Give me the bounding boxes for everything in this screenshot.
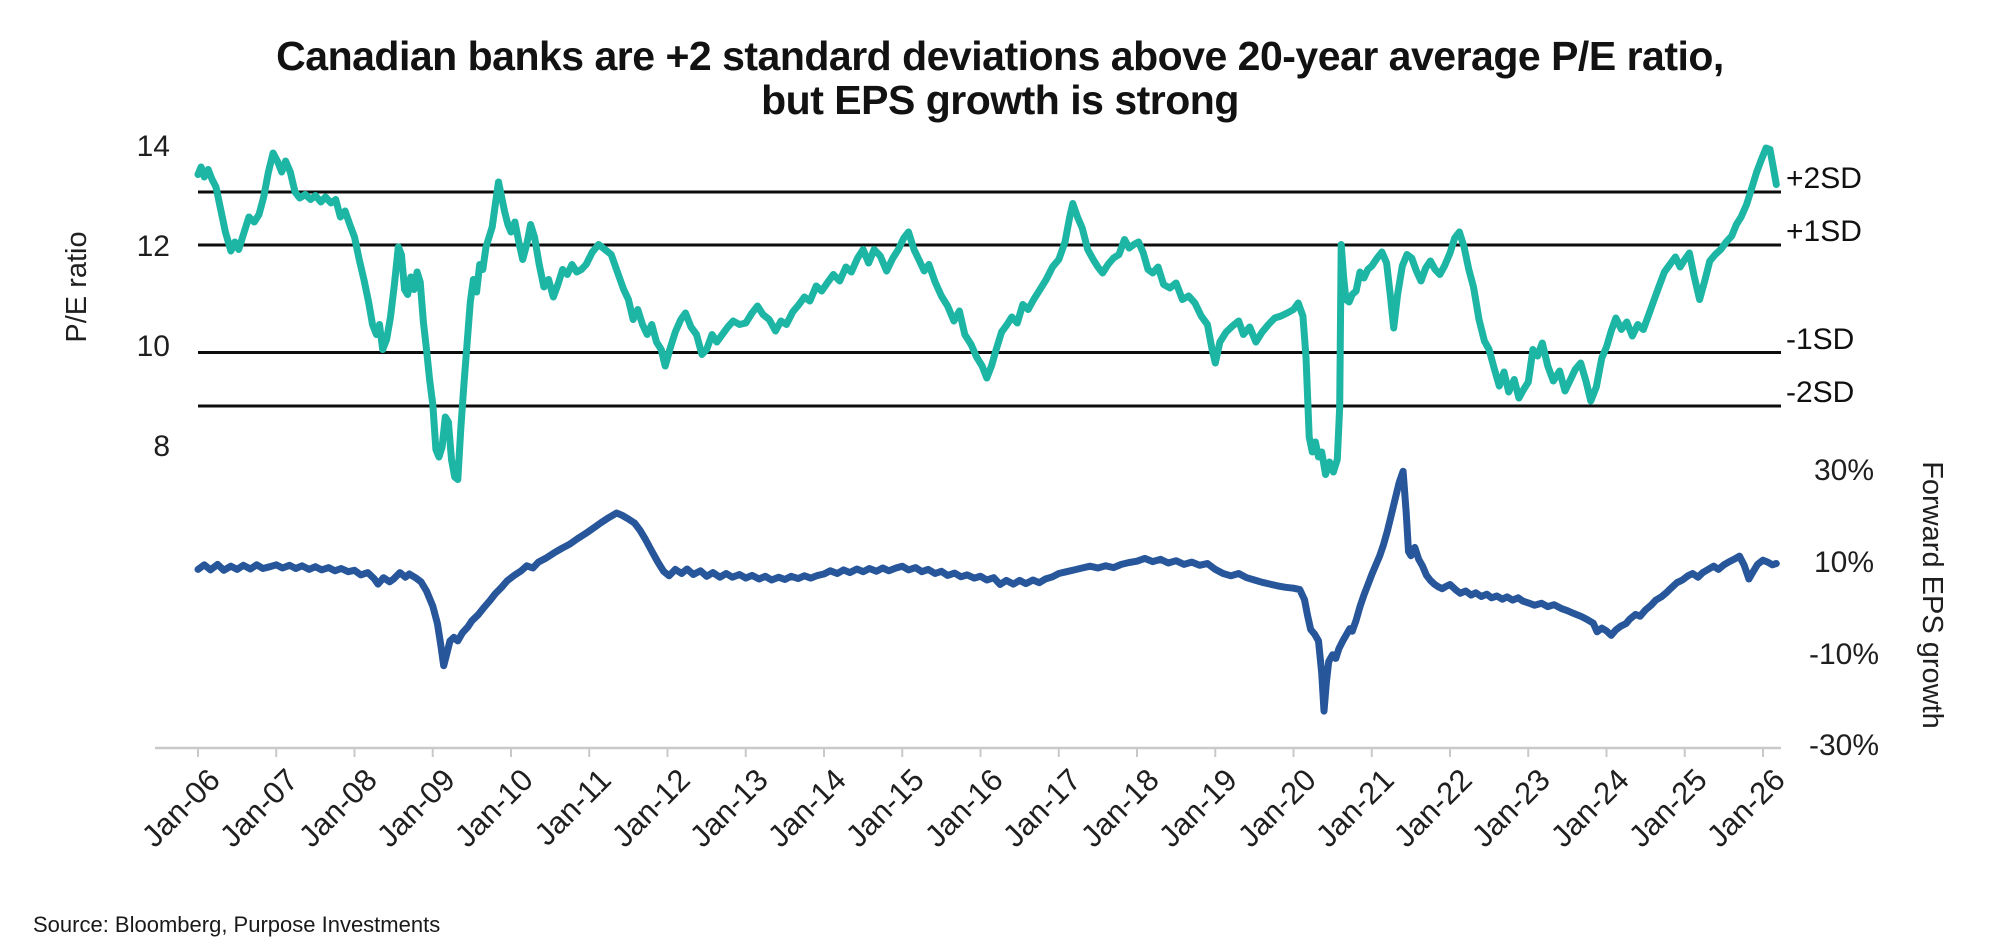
eps-tick-label: -30% [1808, 729, 1880, 763]
pe-ratio-line [194, 144, 1780, 483]
pe-tick-label: 10 [136, 330, 170, 363]
sd-line-label: -1SD [1786, 322, 1855, 356]
pe-tick-label: 14 [136, 130, 170, 163]
pe-tick-label: 12 [136, 230, 170, 263]
chart-title-line1: Canadian banks are +2 standard deviation… [276, 33, 1724, 79]
eps-tick-label: 30% [1813, 454, 1875, 488]
source-note: Source: Bloomberg, Purpose Investments [33, 912, 441, 937]
eps-growth-line [194, 467, 1780, 715]
sd-line-label: +2SD [1786, 162, 1862, 195]
chart-title: Canadian banks are +2 standard deviation… [0, 34, 2000, 122]
eps-tick-label: -10% [1808, 637, 1880, 671]
pe-tick-label: 8 [153, 430, 170, 463]
sd-line-label: -2SD [1786, 376, 1855, 409]
chart-title-line2: but EPS growth is strong [761, 77, 1239, 123]
sd-line-label: +1SD [1786, 215, 1862, 248]
eps-tick-label: 10% [1813, 546, 1875, 579]
